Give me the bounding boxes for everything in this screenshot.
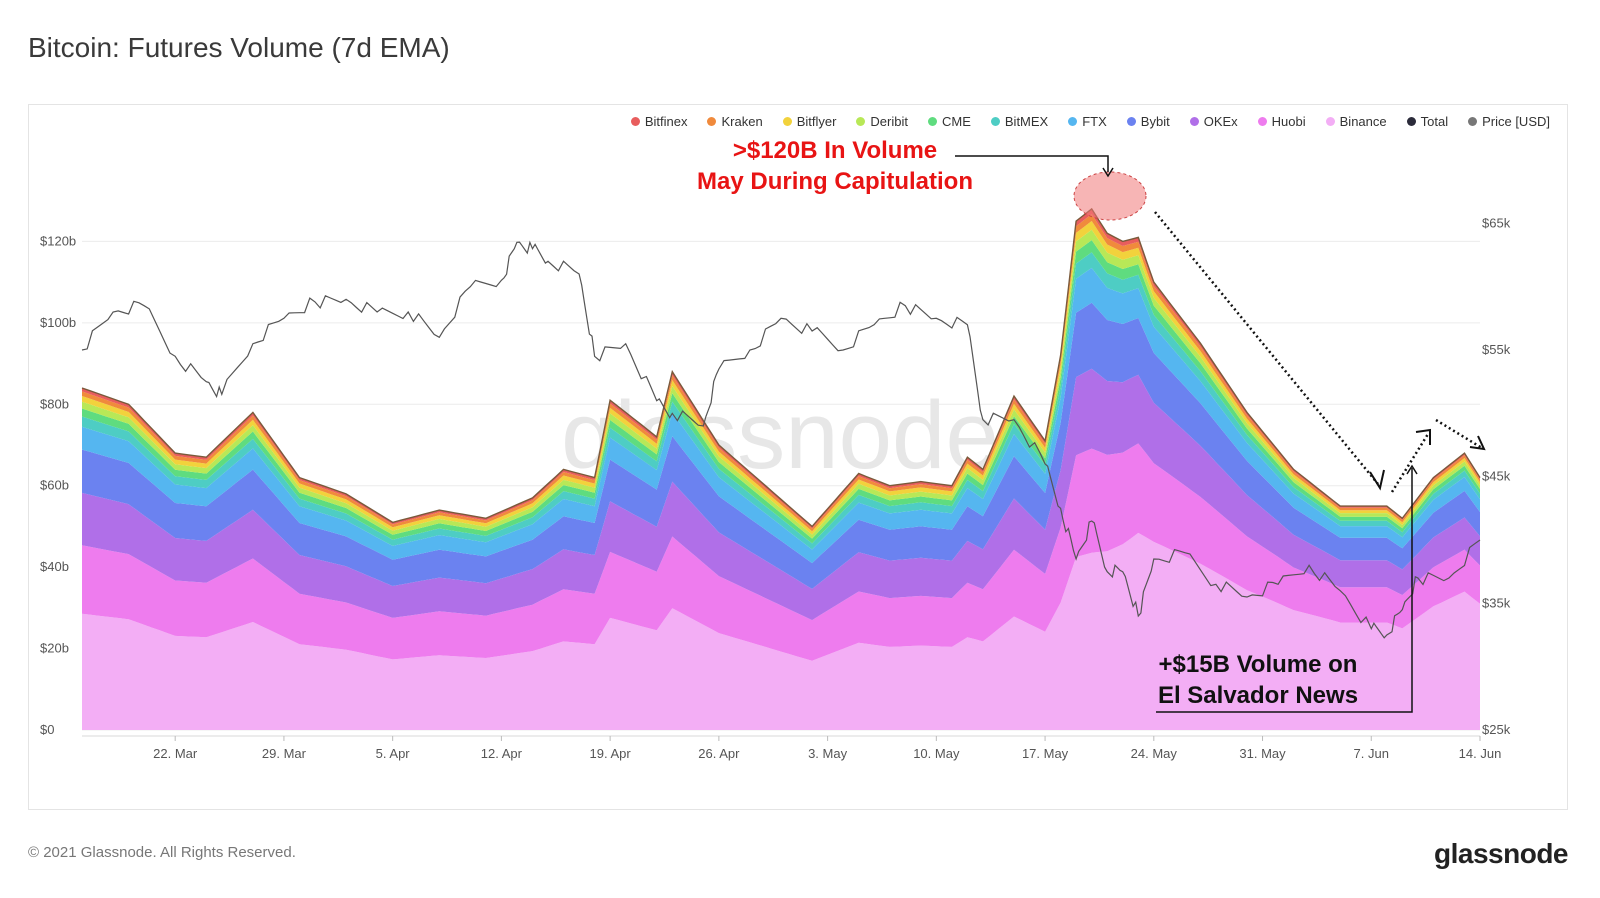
- legend-label: Kraken: [721, 114, 763, 129]
- area-bybit: [82, 302, 1480, 589]
- annotation-capitulation-line1: >$120B In Volume: [733, 137, 937, 164]
- legend-label: Price [USD]: [1482, 114, 1550, 129]
- legend-label: Bitfinex: [644, 114, 688, 129]
- legend-item-deribit[interactable]: Deribit: [856, 114, 908, 129]
- x-tick-label: 29. Mar: [262, 746, 307, 761]
- y-right-tick-label: $35k: [1482, 595, 1511, 610]
- copyright-text: © 2021 Glassnode. All Rights Reserved.: [28, 844, 296, 861]
- legend-dot: [1325, 117, 1335, 126]
- trend-arrow-up: [1390, 433, 1430, 493]
- legend-dot: [990, 117, 1000, 126]
- legend-item-okex[interactable]: OKEx: [1189, 114, 1238, 129]
- legend-dot: [1468, 117, 1478, 126]
- legend-dot: [707, 117, 717, 126]
- y-left-tick-label: $100b: [40, 315, 76, 330]
- annotation-capitulation-line2: May During Capitulation: [697, 168, 973, 195]
- trend-arrow-down: [1154, 211, 1379, 485]
- legend-dot: [1406, 117, 1416, 126]
- price-line: [81, 240, 1481, 639]
- legend-dot: [928, 117, 937, 126]
- legend-item-huobi[interactable]: Huobi: [1257, 114, 1306, 129]
- x-tick-label: 3. May: [808, 746, 848, 761]
- trend-arrow-right: [1435, 418, 1483, 450]
- legend-label: CME: [942, 114, 971, 129]
- legend-item-bitflyer[interactable]: Bitflyer: [782, 114, 837, 129]
- legend-label: Bybit: [1140, 114, 1170, 129]
- legend-label: Binance: [1339, 114, 1387, 129]
- chart-legend: Bitfinex Kraken Bitflyer Deribit CME BitMEX FT…: [560, 114, 1550, 129]
- y-left-tick-label: $40b: [40, 559, 69, 574]
- area-huobi: [82, 443, 1480, 661]
- legend-item-bitfinex[interactable]: Bitfinex: [630, 114, 688, 129]
- y-left-tick-label: $0: [40, 722, 54, 737]
- legend-item-cme[interactable]: CME: [928, 114, 971, 129]
- y-left-tick-label: $80b: [40, 396, 69, 411]
- area-ftx: [82, 267, 1480, 564]
- stacked-areas: [82, 208, 1480, 730]
- legend-label: Total: [1420, 114, 1449, 129]
- y-right-tick-label: $65k: [1482, 215, 1511, 230]
- legend-item-bybit[interactable]: Bybit: [1126, 114, 1170, 129]
- legend-dot: [1257, 117, 1267, 126]
- legend-dot: [1126, 117, 1136, 126]
- annotation-el-salvador-line1: +$15B Volume on: [1159, 651, 1358, 678]
- x-tick-label: 22. Mar: [153, 746, 198, 761]
- legend-label: Deribit: [870, 114, 908, 129]
- legend-label: Huobi: [1271, 114, 1306, 129]
- legend-item-ftx[interactable]: FTX: [1068, 114, 1107, 129]
- x-tick-label: 7. Jun: [1354, 746, 1389, 761]
- arrowhead-right: [1469, 435, 1486, 451]
- legend-label: OKEx: [1203, 114, 1238, 129]
- legend-dot: [1189, 117, 1199, 126]
- arrowhead-up: [1415, 428, 1431, 445]
- x-tick-label: 19. Apr: [590, 746, 632, 761]
- area-binance: [82, 532, 1480, 730]
- chart-panel: [28, 104, 1568, 810]
- legend-dot: [782, 117, 792, 126]
- x-tick-label: 26. Apr: [698, 746, 740, 761]
- y-right-tick-label: $55k: [1482, 342, 1511, 357]
- legend-item-price-usd[interactable]: Price [USD]: [1468, 114, 1550, 129]
- legend-label: Bitflyer: [796, 114, 837, 129]
- x-tick-label: 5. Apr: [376, 746, 411, 761]
- legend-item-bitmex[interactable]: BitMEX: [990, 114, 1049, 129]
- total-volume-line: [81, 207, 1481, 528]
- legend-label: BitMEX: [1004, 114, 1049, 129]
- x-tick-label: 14. Jun: [1459, 746, 1502, 761]
- x-tick-label: 17. May: [1022, 746, 1069, 761]
- chart-title: Bitcoin: Futures Volume (7d EMA): [28, 32, 450, 63]
- x-tick-label: 24. May: [1131, 746, 1178, 761]
- legend-dot: [856, 117, 866, 126]
- legend-dot: [1068, 117, 1078, 126]
- annotation-arrow-peak: [955, 155, 1109, 172]
- x-tick-label: 12. Apr: [481, 746, 523, 761]
- arrowhead-el-salvador: [1406, 464, 1418, 475]
- legend-item-binance[interactable]: Binance: [1325, 114, 1387, 129]
- annotation-arrow-el-salvador: [1156, 468, 1413, 713]
- area-okex: [82, 368, 1480, 621]
- legend-item-total[interactable]: Total: [1406, 114, 1449, 129]
- y-left-tick-label: $60b: [40, 478, 69, 493]
- annotation-el-salvador-line2: El Salvador News: [1158, 682, 1358, 709]
- x-tick-label: 31. May: [1239, 746, 1286, 761]
- peak-highlight-ellipse: [1073, 171, 1147, 221]
- arrowhead-down: [1369, 469, 1385, 491]
- y-left-tick-label: $120b: [40, 233, 76, 248]
- legend-item-kraken[interactable]: Kraken: [707, 114, 763, 129]
- glassnode-logo: glassnode: [1434, 838, 1568, 869]
- y-right-tick-label: $25k: [1482, 722, 1511, 737]
- y-right-tick-label: $45k: [1482, 469, 1511, 484]
- arrowhead-peak: [1102, 167, 1114, 178]
- legend-dot: [630, 117, 640, 126]
- y-left-tick-label: $20b: [40, 641, 69, 656]
- legend-label: FTX: [1082, 114, 1107, 129]
- x-tick-label: 10. May: [913, 746, 960, 761]
